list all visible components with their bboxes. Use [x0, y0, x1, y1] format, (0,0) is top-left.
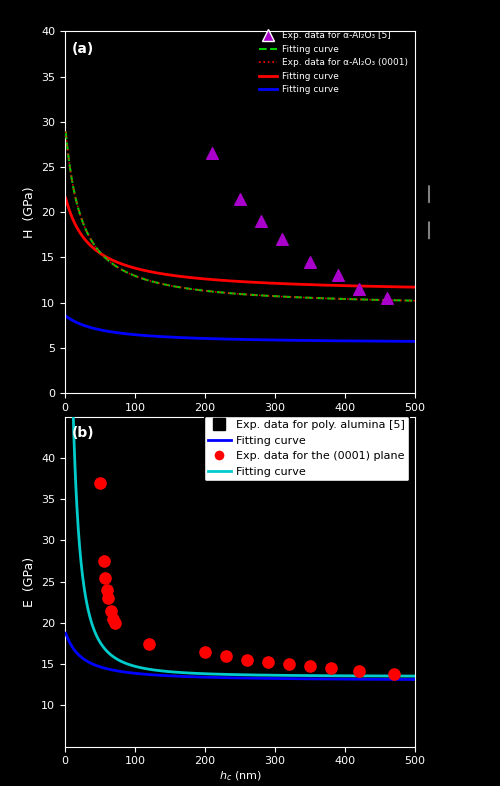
Point	[334, 269, 342, 281]
Point	[257, 215, 265, 228]
Point	[306, 255, 314, 268]
Legend: Exp. data for α-Al₂O₃ [5], Fitting curve, Exp. data for α-Al₂O₃ (0001), Fitting : Exp. data for α-Al₂O₃ [5], Fitting curve…	[256, 29, 410, 97]
Legend: Exp. data for poly. alumina [5], Fitting curve, Exp. data for the (0001) plane, : Exp. data for poly. alumina [5], Fitting…	[204, 416, 410, 481]
Point	[285, 658, 293, 670]
Point	[236, 193, 244, 205]
Point	[201, 645, 209, 658]
Point	[383, 292, 391, 304]
Point	[108, 612, 116, 625]
Point	[208, 147, 216, 160]
Point	[104, 592, 112, 604]
Text: (a): (a)	[72, 42, 94, 57]
Point	[355, 283, 363, 296]
Text: (b): (b)	[72, 427, 94, 440]
Point	[112, 616, 120, 629]
Point	[327, 662, 335, 674]
Point	[264, 656, 272, 668]
Point	[278, 233, 286, 245]
Point	[101, 571, 109, 584]
X-axis label: $h_c$ (nm): $h_c$ (nm)	[218, 769, 262, 783]
X-axis label: $h_c$ (nm): $h_c$ (nm)	[218, 416, 262, 429]
Point	[306, 659, 314, 672]
Point	[145, 637, 153, 650]
Y-axis label: E  (GPa): E (GPa)	[22, 556, 36, 607]
Point	[243, 654, 251, 667]
Point	[96, 476, 104, 489]
Point	[100, 555, 108, 567]
Y-axis label: H  (GPa): H (GPa)	[22, 186, 36, 238]
Point	[355, 664, 363, 677]
Point	[103, 583, 111, 597]
Point	[390, 668, 398, 681]
Point	[222, 649, 230, 662]
Point	[106, 604, 114, 617]
